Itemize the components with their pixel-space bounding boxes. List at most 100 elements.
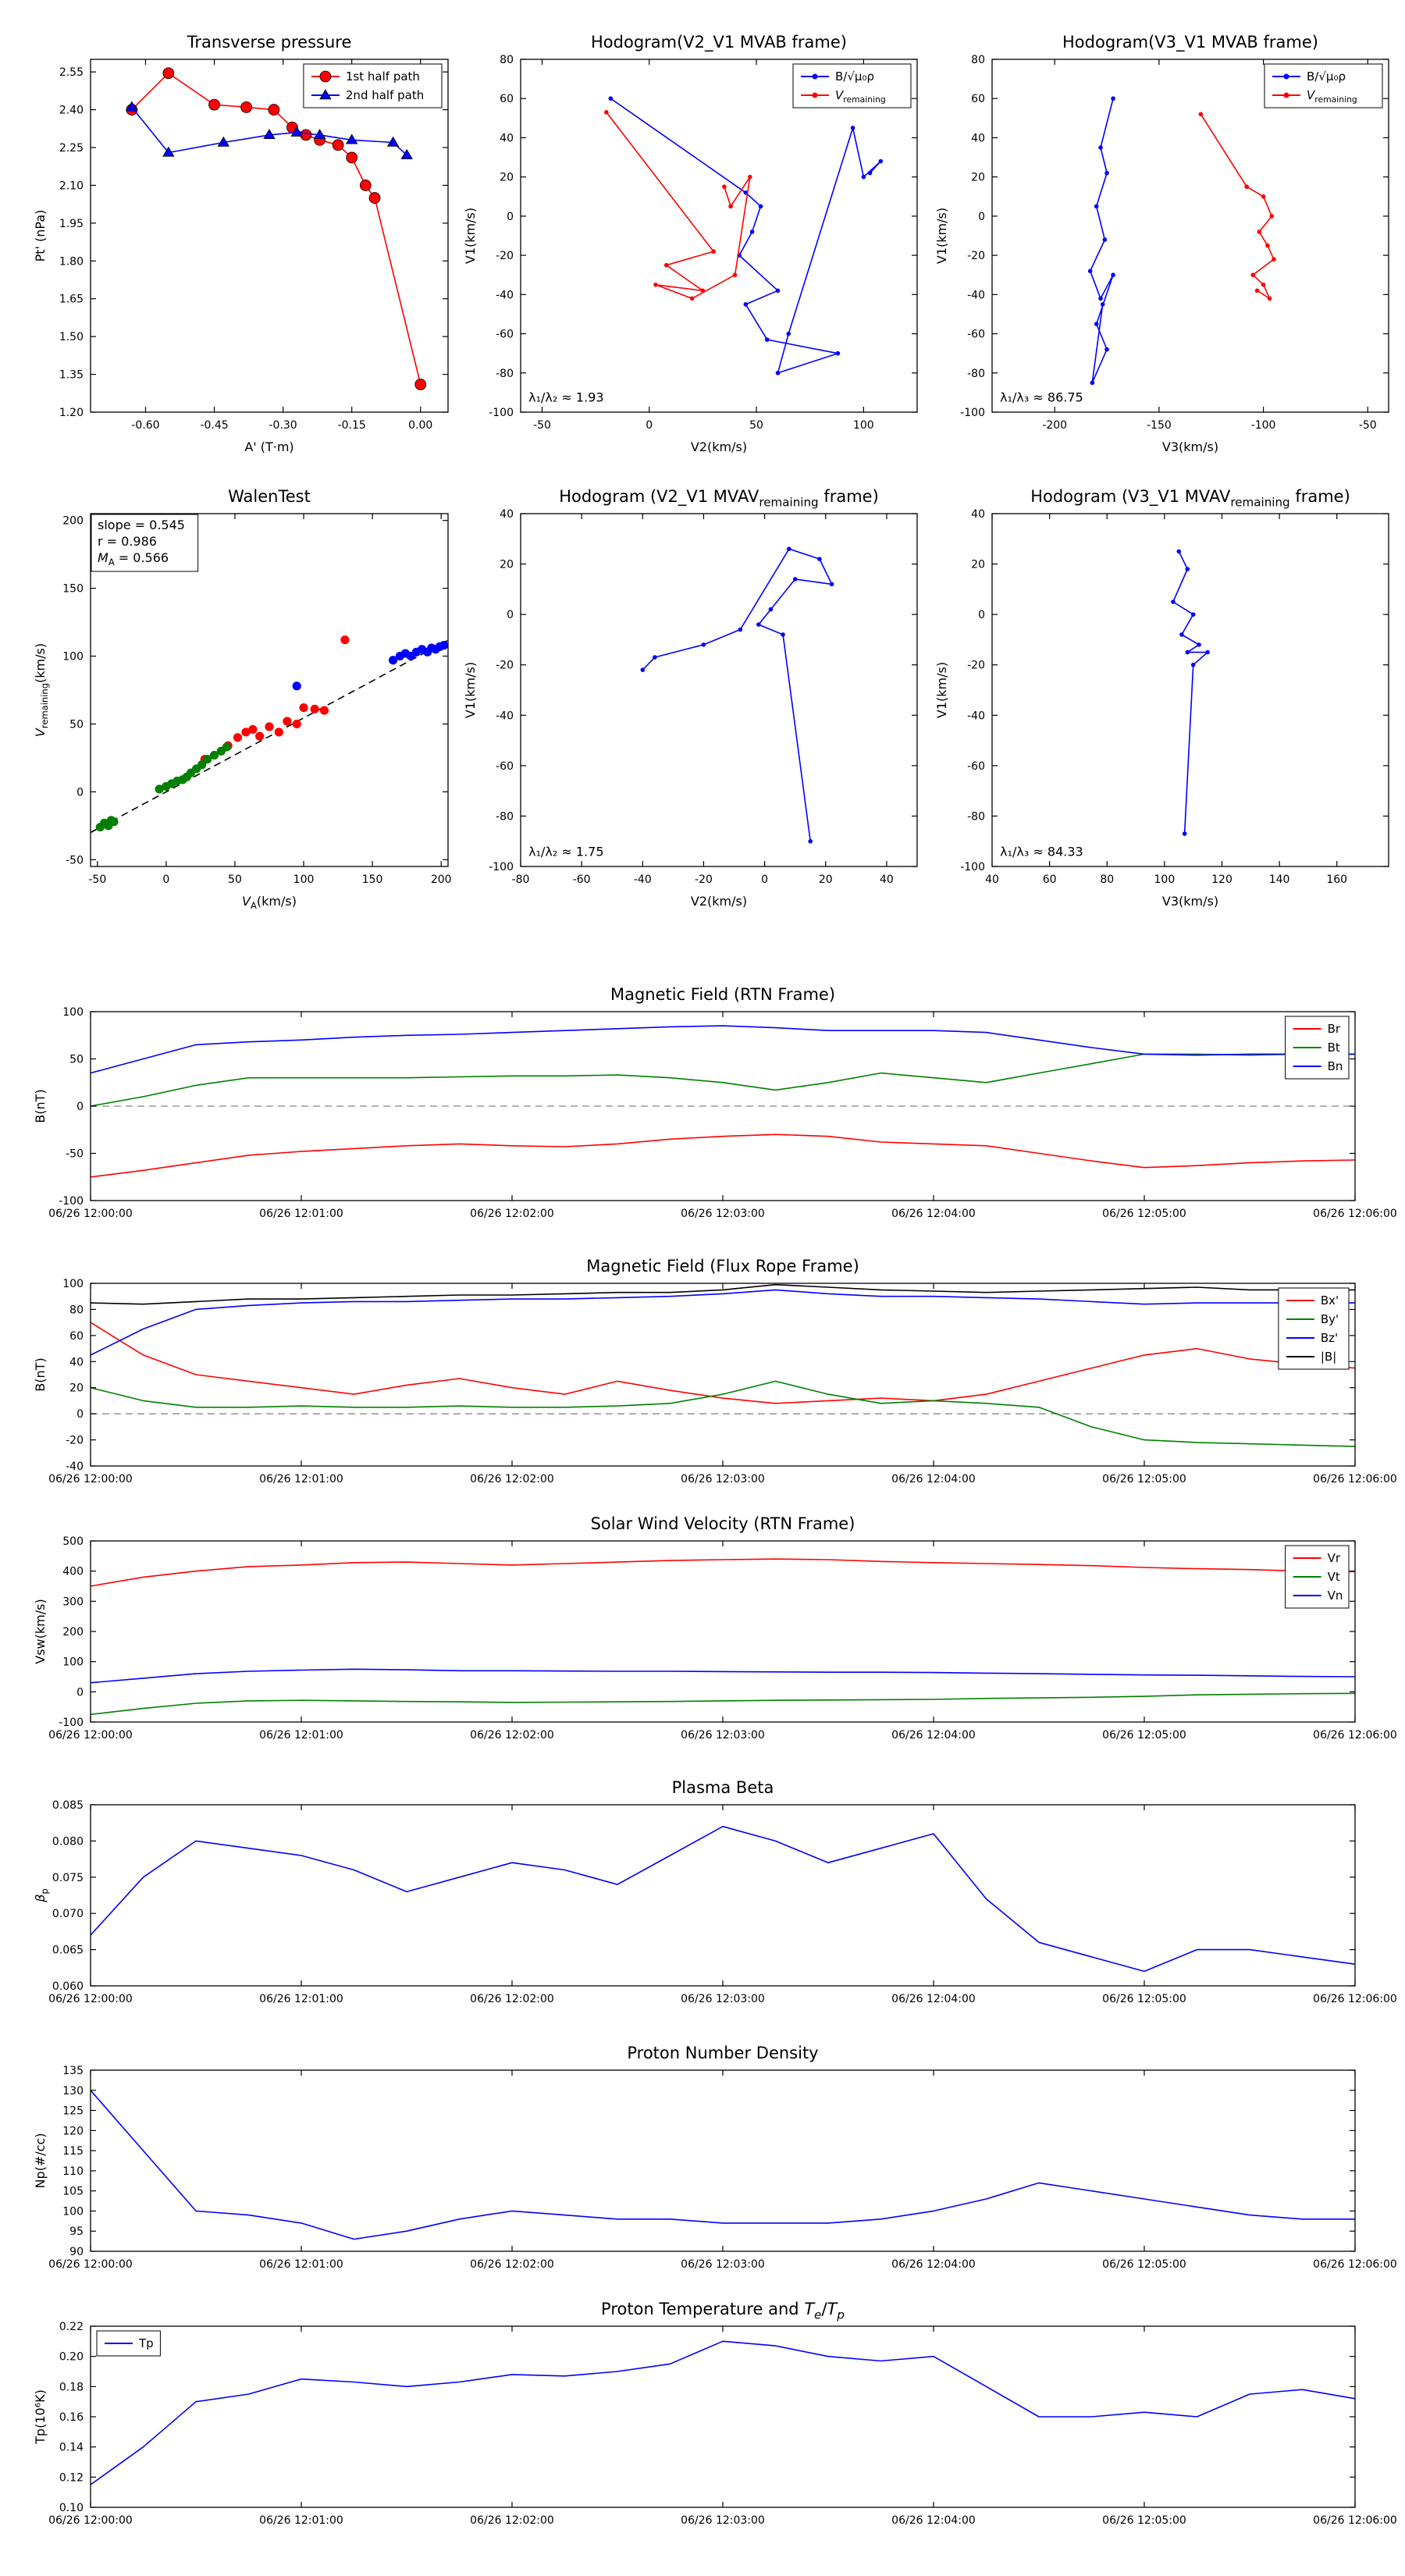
svg-text:-100: -100 [960, 861, 985, 873]
svg-text:-50: -50 [88, 873, 106, 886]
svg-text:06/26 12:06:00: 06/26 12:06:00 [1313, 2258, 1397, 2271]
svg-text:V1(km/s): V1(km/s) [463, 662, 478, 718]
svg-text:06/26 12:06:00: 06/26 12:06:00 [1313, 1729, 1397, 1742]
svg-text:90: 90 [69, 2246, 84, 2258]
svg-text:06/26 12:04:00: 06/26 12:04:00 [891, 1208, 976, 1220]
svg-text:0.10: 0.10 [59, 2502, 84, 2514]
svg-text:300: 300 [62, 1596, 84, 1608]
svg-text:20: 20 [819, 873, 833, 886]
svg-text:1.50: 1.50 [59, 331, 84, 343]
svg-text:Np(#/cc): Np(#/cc) [33, 2133, 48, 2189]
svg-text:06/26 12:05:00: 06/26 12:05:00 [1102, 1993, 1186, 2005]
svg-text:Vt: Vt [1328, 1570, 1340, 1584]
svg-text:06/26 12:00:00: 06/26 12:00:00 [48, 1208, 133, 1220]
svg-text:06/26 12:03:00: 06/26 12:03:00 [681, 1473, 765, 1485]
svg-text:-60: -60 [967, 329, 985, 341]
svg-text:slope = 0.545: slope = 0.545 [98, 518, 185, 532]
svg-text:-100: -100 [489, 861, 514, 873]
svg-text:-100: -100 [489, 407, 514, 419]
svg-text:60: 60 [69, 1330, 84, 1343]
svg-text:200: 200 [431, 873, 452, 886]
svg-text:06/26 12:03:00: 06/26 12:03:00 [681, 1729, 765, 1742]
svg-text:120: 120 [1211, 873, 1232, 886]
svg-text:95: 95 [69, 2226, 84, 2238]
svg-text:Hodogram(V3_V1 MVAB frame): Hodogram(V3_V1 MVAB frame) [1062, 33, 1318, 52]
svg-text:Proton Number Density: Proton Number Density [627, 2044, 818, 2062]
svg-text:40: 40 [985, 873, 999, 886]
svg-text:V1(km/s): V1(km/s) [463, 208, 478, 264]
svg-text:0: 0 [507, 211, 514, 223]
svg-text:0: 0 [76, 1686, 84, 1699]
svg-text:0: 0 [507, 609, 514, 621]
svg-text:|B|: |B| [1321, 1350, 1336, 1364]
svg-text:80: 80 [69, 1304, 84, 1316]
svg-text:06/26 12:05:00: 06/26 12:05:00 [1102, 1473, 1186, 1485]
svg-text:100: 100 [293, 873, 315, 886]
svg-text:λ₁/λ₃ ≈ 86.75: λ₁/λ₃ ≈ 86.75 [1000, 390, 1083, 404]
svg-text:06/26 12:01:00: 06/26 12:01:00 [259, 2258, 343, 2271]
svg-text:V1(km/s): V1(km/s) [934, 208, 949, 264]
svg-text:1st half path: 1st half path [346, 69, 420, 84]
svg-text:B(nT): B(nT) [33, 1089, 48, 1123]
svg-text:Transverse pressure: Transverse pressure [187, 33, 352, 52]
svg-text:06/26 12:01:00: 06/26 12:01:00 [259, 1208, 343, 1220]
svg-text:100: 100 [62, 651, 84, 664]
svg-text:-80: -80 [967, 810, 985, 823]
svg-text:110: 110 [62, 2165, 84, 2178]
svg-text:40: 40 [880, 873, 894, 886]
proton-number-density-panel: 06/26 12:00:00 06/26 12:01:00 06/26 12:02:… [32, 2034, 1405, 2276]
svg-text:-60: -60 [496, 329, 514, 341]
svg-text:06/26 12:04:00: 06/26 12:04:00 [891, 1473, 976, 1485]
svg-text:200: 200 [62, 515, 84, 528]
svg-text:B/√μ₀ρ: B/√μ₀ρ [835, 69, 874, 84]
svg-text:Br: Br [1328, 1022, 1341, 1036]
svg-text:Hodogram (V2_V1 MVAVremaining: Hodogram (V2_V1 MVAVremaining frame) [559, 487, 879, 509]
svg-text:0.22: 0.22 [59, 2321, 84, 2333]
svg-text:-100: -100 [59, 1717, 84, 1729]
svg-text:06/26 12:05:00: 06/26 12:05:00 [1102, 1729, 1186, 1742]
svg-text:-50: -50 [66, 1148, 84, 1161]
svg-text:-40: -40 [66, 1461, 84, 1473]
svg-text:WalenTest: WalenTest [228, 487, 311, 506]
svg-text:λ₁/λ₃ ≈ 84.33: λ₁/λ₃ ≈ 84.33 [1000, 844, 1083, 859]
svg-text:06/26 12:01:00: 06/26 12:01:00 [259, 1993, 343, 2005]
svg-text:06/26 12:04:00: 06/26 12:04:00 [891, 1729, 976, 1742]
svg-text:-100: -100 [960, 407, 985, 419]
svg-text:0: 0 [76, 1101, 84, 1113]
svg-text:20: 20 [500, 559, 514, 571]
svg-text:0.070: 0.070 [52, 1908, 84, 1920]
svg-text:-20: -20 [967, 660, 985, 672]
hodogram-v3v1-mvab-chart: -200 -150 -100 -50 -100 -80 -60 -40 -20 0 20 40 60 80… [934, 23, 1404, 461]
solar-wind-velocity-panel: 06/26 12:00:00 06/26 12:01:00 06/26 12:02:… [32, 1505, 1405, 1747]
hodogram-v2v1-mvav-chart: -80 -60 -40 -20 0 20 40 -100 -80 -60 -40 -20 0 20 40 Ho… [462, 478, 933, 915]
svg-text:Vremaining: Vremaining [835, 88, 886, 105]
svg-text:100: 100 [1154, 873, 1176, 886]
svg-text:-40: -40 [496, 289, 514, 301]
svg-text:60: 60 [971, 93, 985, 105]
svg-text:1.65: 1.65 [59, 294, 84, 306]
svg-text:-80: -80 [512, 873, 530, 886]
svg-text:100: 100 [62, 1006, 84, 1019]
svg-text:100: 100 [853, 419, 874, 432]
svg-text:06/26 12:04:00: 06/26 12:04:00 [891, 2258, 976, 2271]
svg-text:06/26 12:05:00: 06/26 12:05:00 [1102, 2514, 1186, 2527]
svg-text:2nd half path: 2nd half path [346, 88, 424, 102]
svg-text:80: 80 [1100, 873, 1114, 886]
svg-text:06/26 12:00:00: 06/26 12:00:00 [48, 2514, 133, 2527]
svg-text:Tp(10⁶K): Tp(10⁶K) [33, 2389, 48, 2445]
svg-text:400: 400 [62, 1566, 84, 1578]
svg-text:150: 150 [62, 583, 84, 596]
svg-text:-40: -40 [496, 710, 514, 722]
svg-text:06/26 12:02:00: 06/26 12:02:00 [470, 1729, 554, 1742]
svg-text:140: 140 [1269, 873, 1290, 886]
plasma-beta-panel: 06/26 12:00:00 06/26 12:01:00 06/26 12:02:… [32, 1769, 1405, 2011]
svg-text:-40: -40 [967, 289, 985, 301]
svg-text:0: 0 [76, 786, 84, 799]
svg-text:βp: βp [33, 1888, 50, 1903]
svg-text:150: 150 [362, 873, 383, 886]
svg-text:50: 50 [228, 873, 242, 886]
svg-text:V2(km/s): V2(km/s) [691, 894, 747, 909]
svg-text:40: 40 [500, 508, 514, 521]
svg-text:V3(km/s): V3(km/s) [1162, 894, 1218, 909]
svg-text:Proton Temperature and Te/Tp: Proton Temperature and Te/Tp [601, 2300, 845, 2322]
